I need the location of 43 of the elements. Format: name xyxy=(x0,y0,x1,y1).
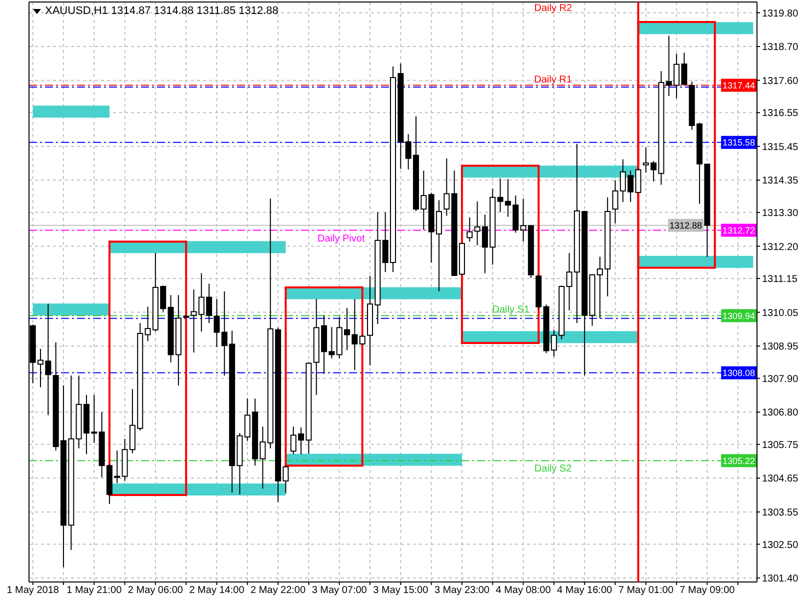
price-tag: 1312.88 xyxy=(668,218,704,232)
price-tag: 1317.44 xyxy=(721,78,756,92)
y-tick-label: 1319.80 xyxy=(762,8,799,20)
x-tick-label: 2 May 14:00 xyxy=(189,585,245,596)
price-tag: 1309.94 xyxy=(721,309,756,322)
price-tag: 1315.58 xyxy=(721,136,756,149)
y-tick-label: 1305.75 xyxy=(762,440,799,451)
y-tick-label: 1306.80 xyxy=(762,408,799,419)
ref-line-label: Daily R1 xyxy=(534,74,572,86)
price-tag: 1305.22 xyxy=(721,454,756,468)
x-tick-label: 1 May 21:00 xyxy=(66,585,122,596)
y-tick-label: 1312.20 xyxy=(762,242,799,253)
ref-line-label: Daily S2 xyxy=(534,464,572,475)
y-tick-label: 1308.95 xyxy=(762,342,799,353)
price-tag: 1308.08 xyxy=(721,366,756,380)
y-tick-label: 1310.05 xyxy=(762,308,799,319)
y-tick-label: 1304.65 xyxy=(762,474,799,485)
price-tag: 1312.72 xyxy=(721,224,756,237)
x-tick-label: 4 May 08:00 xyxy=(496,585,552,596)
x-tick-label: 7 May 09:00 xyxy=(680,585,736,596)
y-tick-label: 1307.90 xyxy=(762,374,799,385)
x-tick-label: 1 May 2018 xyxy=(6,585,60,596)
y-tick-label: 1316.55 xyxy=(762,108,799,120)
x-tick-label: 3 May 15:00 xyxy=(373,585,429,596)
ref-line-label: Daily S1 xyxy=(492,304,530,316)
x-tick-label: 3 May 07:00 xyxy=(312,585,368,596)
y-tick-label: 1314.35 xyxy=(762,176,799,187)
x-tick-label: 2 May 22:00 xyxy=(250,585,306,596)
annotation: Daily R2 xyxy=(534,3,572,15)
y-tick-label: 1301.40 xyxy=(762,574,799,585)
y-tick-label: 1303.55 xyxy=(762,508,799,519)
ref-line-label: Daily Pivot xyxy=(317,233,365,244)
y-tick-label: 1302.50 xyxy=(762,540,799,551)
y-tick-label: 1317.60 xyxy=(762,76,799,87)
y-tick-label: 1313.30 xyxy=(762,208,799,219)
y-tick-label: 1311.15 xyxy=(762,274,798,286)
x-tick-label: 3 May 23:00 xyxy=(434,585,490,596)
x-tick-label: 4 May 16:00 xyxy=(557,585,613,596)
chart-title: XAUUSD,H1 1314.87 1314.88 1311.85 1312.88 xyxy=(45,5,278,18)
x-tick-label: 2 May 06:00 xyxy=(128,585,184,596)
y-tick-label: 1318.70 xyxy=(762,42,799,54)
y-tick-label: 1315.45 xyxy=(762,142,799,153)
x-tick-label: 7 May 01:00 xyxy=(618,585,674,596)
